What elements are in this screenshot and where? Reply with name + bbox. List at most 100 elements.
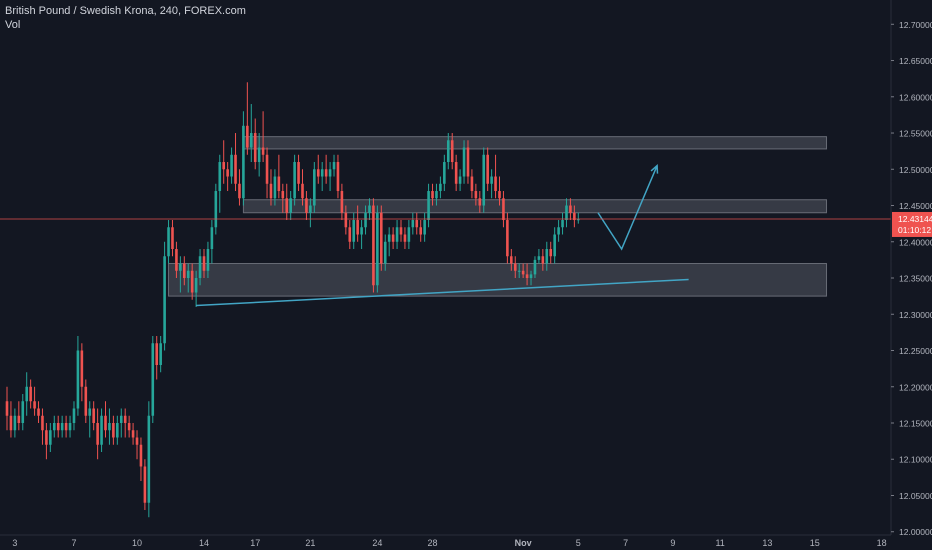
candle [549,241,553,264]
candle [553,227,556,264]
candle-body [450,140,454,163]
candle [305,191,308,221]
candle [96,408,99,460]
candle-body [261,147,265,155]
candle [76,336,80,416]
projection-arrowhead [650,164,659,174]
candle-body [37,408,40,416]
candle [494,154,497,199]
horizontal-zones[interactable] [168,136,828,297]
candle [517,263,521,279]
projection-path[interactable] [597,165,658,251]
candle-body [466,147,470,177]
candle [222,140,225,184]
candle-body [352,220,356,242]
candle [419,220,422,242]
candle [454,154,458,192]
candle [33,386,36,416]
candle [135,430,139,460]
candle-body [60,422,64,431]
candle-body [364,212,367,228]
drawings[interactable] [0,164,891,307]
candle-body [17,415,21,423]
candle [391,227,395,250]
candle-body [147,415,151,503]
candle [246,82,249,155]
zone-rectangle-3[interactable] [168,263,828,297]
candle-body [21,401,25,423]
price-tick-label: 12.45000 [899,201,932,211]
candle-body [25,386,28,402]
candle [289,191,292,221]
candle-body [289,198,292,213]
candle-body [506,220,509,257]
candle-body [297,162,300,184]
candle-body [427,191,430,221]
candle [466,140,470,184]
candle [356,205,359,242]
candle-body [41,415,44,431]
candle-body [29,386,32,402]
candle-body [5,401,9,416]
candle [411,212,415,235]
candle [506,212,509,264]
zone-rectangle-1[interactable] [242,136,828,150]
candle [281,183,285,213]
candle [470,169,474,199]
candle [21,394,25,431]
candle [127,415,131,438]
candle [183,256,186,286]
candle-body [127,422,131,431]
candle-body [202,256,206,271]
candle [242,111,245,206]
candle [364,205,367,235]
time-tick-label: 13 [762,538,772,548]
legend: British Pound / Swedish Krona, 240, FORE… [5,4,246,32]
candle [348,220,352,250]
candle-body [470,176,474,192]
candle [37,401,40,423]
candle-body [446,140,450,163]
candle [186,263,190,293]
candle [403,227,407,250]
candle-body [186,270,190,279]
candle-body [68,422,72,431]
candle-body [80,350,84,387]
candle-body [391,234,395,242]
candle [486,147,489,192]
candle [80,343,84,402]
candle-body [553,234,556,257]
candle [513,256,517,279]
candle-body [242,125,245,199]
candle [573,205,576,228]
candle-body [76,350,80,409]
candle-body [474,191,478,199]
candle-body [407,227,411,242]
zone-rectangle-2[interactable] [242,199,828,214]
candle [84,379,88,423]
candle-body [175,249,178,271]
candle-body [155,343,159,366]
candle [238,169,241,206]
candle-body [415,220,419,228]
candle [171,220,174,257]
candle-body [100,415,103,445]
trendline[interactable] [196,278,689,307]
candle [119,408,123,438]
candle [537,249,541,264]
price-tick-label: 12.55000 [899,129,932,139]
candle [423,212,426,242]
candle-body [112,422,115,438]
candle [13,408,17,438]
candle [533,256,537,279]
price-tick-label: 12.10000 [899,455,932,465]
candle-body [265,154,269,184]
candle-body [521,270,525,275]
candle-body [561,220,564,228]
candle [5,386,9,431]
candle-body [13,415,17,431]
candle [439,176,442,199]
